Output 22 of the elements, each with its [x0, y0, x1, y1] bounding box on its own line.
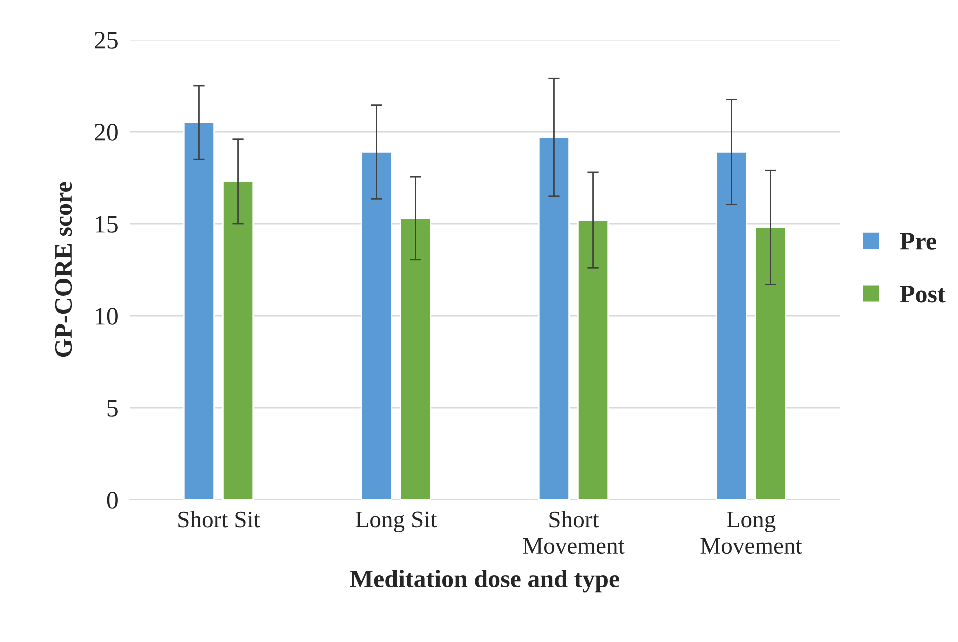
y-axis-title: GP-CORE score: [55, 182, 72, 358]
bar: [183, 122, 216, 500]
bar: [222, 180, 254, 500]
legend-label: Pre: [900, 233, 936, 250]
x-tick-label: Short Movement: [523, 511, 625, 554]
y-tick-label: 20: [94, 124, 118, 141]
bar: [538, 136, 570, 500]
y-tick-label: 10: [96, 308, 118, 325]
y-tick-label: 5: [108, 400, 118, 417]
x-tick-label: Short Sit: [178, 511, 260, 528]
bar: [577, 220, 610, 500]
y-tick-label: 15: [96, 216, 118, 233]
bar: [400, 218, 432, 500]
x-axis-title: Meditation dose and type: [350, 570, 620, 593]
y-tick-label: 25: [94, 32, 118, 49]
legend-label: Post: [900, 286, 946, 303]
x-tick-label: Long Sit: [356, 512, 438, 533]
bar: [754, 226, 787, 500]
y-tick-label: 0: [107, 492, 118, 509]
bar: [716, 152, 748, 500]
bar: [360, 152, 393, 500]
x-tick-label: Long Movement: [700, 512, 802, 554]
